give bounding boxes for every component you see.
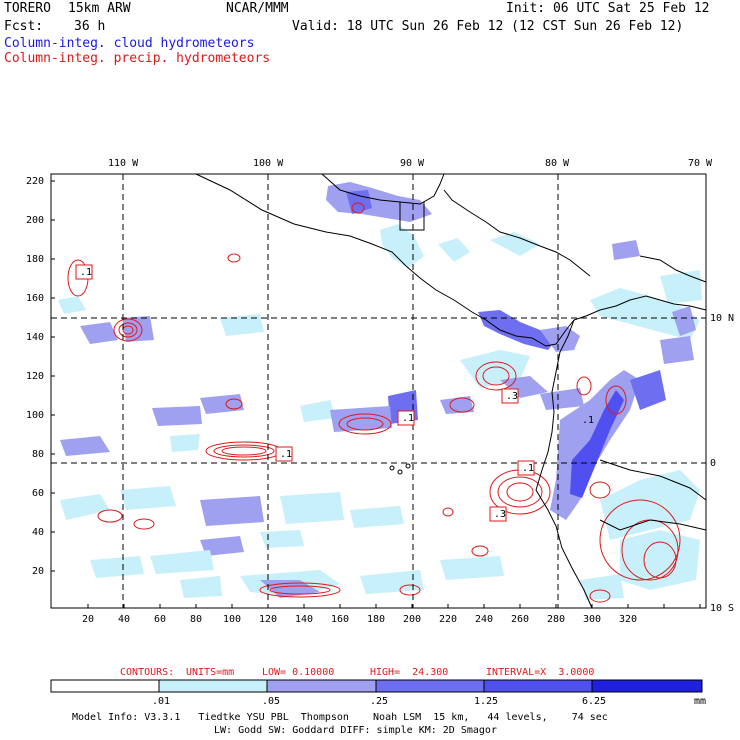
contours-interval: INTERVAL=X 3.0000 (486, 667, 595, 678)
lat-label-10n: 10 N (710, 313, 735, 324)
contour-label: .1 (582, 415, 595, 426)
colorbar-unit: mm (694, 696, 707, 707)
valid-time: Valid: 18 UTC Sun 26 Feb 12 (12 CST Sun … (292, 19, 684, 34)
grid-x-label: 320 (619, 614, 638, 625)
coastlines (195, 173, 707, 609)
model-info-line1: Model Info: V3.3.1 Tiedtke YSU PBL Thomp… (72, 712, 608, 723)
grid-y-label: 220 (26, 176, 45, 187)
contour-label: .3 (506, 391, 519, 402)
grid-y-label: 40 (32, 527, 45, 538)
model-center: NCAR/MMM (226, 1, 289, 16)
grid-y-label: 20 (32, 566, 45, 577)
grid-x-label: 220 (439, 614, 458, 625)
contour-label: .1 (280, 449, 293, 460)
plot-frame (50, 173, 707, 609)
grid-x-label: 60 (154, 614, 167, 625)
grid-y-label: 60 (32, 488, 45, 499)
lon-label-100w: 100 W (253, 158, 284, 169)
grid-x-label: 240 (475, 614, 494, 625)
lon-label-90w: 90 W (400, 158, 425, 169)
forecast-hours: 36 h (74, 19, 106, 34)
latlon-grid (51, 174, 706, 608)
model-resolution: 15km ARW (68, 1, 131, 16)
precip-contours (67, 202, 681, 603)
grid-x-label: 40 (118, 614, 131, 625)
grid-y-label: 80 (32, 449, 45, 460)
lon-label-110w: 110 W (108, 158, 139, 169)
left-ticks (51, 180, 701, 608)
grid-x-label: 280 (547, 614, 566, 625)
lon-label-70w: 70 W (688, 158, 713, 169)
grid-x-label: 140 (295, 614, 314, 625)
colorbar-tick: .01 (152, 696, 171, 707)
grid-x-label: 260 (511, 614, 530, 625)
contour-label: .1 (80, 267, 93, 278)
grid-y-label: 100 (26, 410, 45, 421)
contour-label: .1 (402, 413, 415, 424)
init-time: Init: 06 UTC Sat 25 Feb 12 (506, 1, 710, 16)
colorbar-tick: .05 (262, 696, 281, 707)
grid-x-label: 100 (223, 614, 242, 625)
grid-x-label: 300 (583, 614, 602, 625)
colorbar-tick: .25 (370, 696, 389, 707)
lon-label-80w: 80 W (545, 158, 570, 169)
grid-x-label: 120 (259, 614, 278, 625)
forecast-label: Fcst: (4, 19, 44, 34)
lat-label-0: 0 (710, 458, 717, 469)
grid-y-label: 200 (26, 215, 45, 226)
contours-low: LOW= 0.10000 (262, 667, 335, 678)
model-info-line2: LW: Godd SW: Goddard DIFF: simple KM: 2D… (214, 725, 497, 736)
cloud-shading (58, 182, 702, 600)
colorbar-tick: 1.25 (474, 696, 499, 707)
precip-field-title: Column-integ. precip. hydrometeors (4, 51, 271, 66)
contours-high: HIGH= 24.300 (370, 667, 449, 678)
colorbar-tick: 6.25 (582, 696, 607, 707)
grid-y-label: 120 (26, 371, 45, 382)
cloud-field-title: Column-integ. cloud hydrometeors (4, 36, 255, 51)
contour-label-boxes (75, 264, 535, 522)
colorbar (50, 679, 703, 693)
contours-units: UNITS=mm (186, 667, 235, 678)
grid-x-label: 200 (403, 614, 422, 625)
grid-x-label: 20 (82, 614, 95, 625)
grid-x-label: 80 (190, 614, 203, 625)
contour-label: .1 (522, 463, 535, 474)
contour-label: .3 (494, 509, 507, 520)
grid-y-label: 140 (26, 332, 45, 343)
grid-y-label: 180 (26, 254, 45, 265)
model-name: TORERO (4, 1, 51, 16)
grid-y-label: 160 (26, 293, 45, 304)
lat-label-10s: 10 S (710, 603, 735, 614)
grid-x-label: 180 (367, 614, 386, 625)
grid-x-label: 160 (331, 614, 350, 625)
contours-prefix: CONTOURS: (120, 667, 175, 678)
